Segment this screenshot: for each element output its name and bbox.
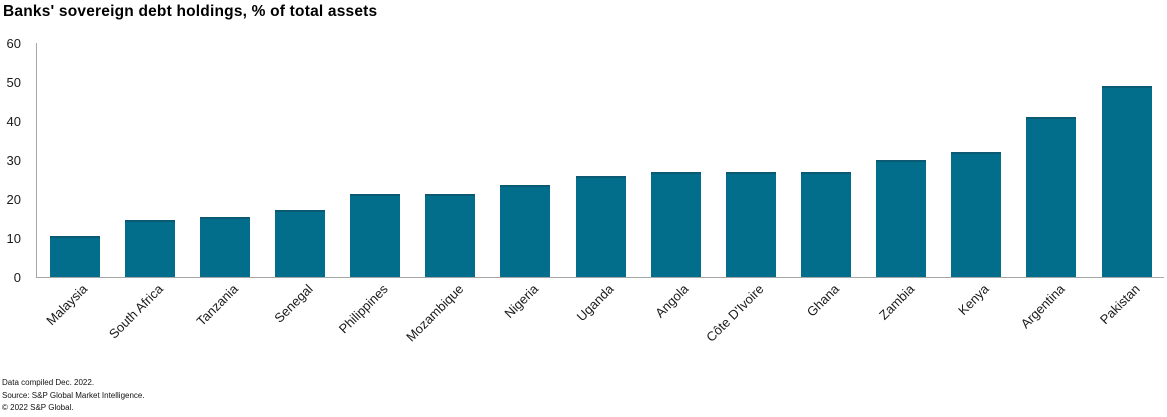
bar-group: Angola <box>638 43 713 321</box>
x-axis-category-label: Senegal <box>271 281 316 326</box>
y-tick-label: 60 <box>6 35 21 51</box>
bar-group: Malaysia <box>37 43 112 328</box>
y-axis-labels: 0 10 20 30 40 50 60 <box>0 37 21 284</box>
bar-group: Kenya <box>939 43 1014 318</box>
y-tick-label: 0 <box>13 269 21 285</box>
x-axis-category-label: South Africa <box>105 281 166 342</box>
x-axis-category-label: Zambia <box>875 281 918 323</box>
y-tick-label: 40 <box>6 113 21 129</box>
bar <box>274 209 325 277</box>
bar-group: South Africa <box>105 43 187 341</box>
bar <box>1101 85 1152 277</box>
x-axis-category-label: Philippines <box>335 281 392 337</box>
x-axis-category-label: Argentina <box>1017 281 1068 332</box>
bar-group: Zambia <box>864 43 939 323</box>
footer-line-copyright: © 2022 S&P Global. <box>2 403 74 412</box>
x-axis-category-label: Malaysia <box>43 281 91 329</box>
y-tick-label: 20 <box>6 191 21 207</box>
footer-line-source: Source: S&P Global Market Intelligence. <box>2 390 145 400</box>
bar-group: Senegal <box>262 43 337 326</box>
x-axis-category-label: Nigeria <box>501 281 542 322</box>
y-tick-label: 10 <box>6 230 21 246</box>
bar <box>650 171 701 277</box>
x-axis-category-label: Côte D'Ivoire <box>703 281 767 345</box>
x-axis-category-label: Kenya <box>955 281 993 318</box>
bar <box>350 193 401 277</box>
y-tick-label: 50 <box>6 74 21 90</box>
bar <box>124 219 175 277</box>
x-axis-category-label: Angola <box>652 281 692 321</box>
plot-area: Malaysia South Africa Tanzania Senegal Phili… <box>36 43 1164 345</box>
y-tick-label: 30 <box>6 152 21 168</box>
bar-group: Argentina <box>1014 43 1089 331</box>
bar-group: Mozambique <box>403 43 488 345</box>
bar-group: Pakistan <box>1089 43 1164 327</box>
bar <box>500 184 551 277</box>
bar-group: Philippines <box>336 43 413 336</box>
x-axis-category-label: Uganda <box>573 281 617 325</box>
x-axis-category-label: Pakistan <box>1096 281 1143 328</box>
x-axis-category-label: Tanzania <box>193 281 241 329</box>
bar <box>800 171 851 277</box>
bar <box>199 216 250 277</box>
bar-group: Tanzania <box>187 43 262 329</box>
bar <box>876 160 927 277</box>
bar-group: Côte D'Ivoire <box>703 43 788 345</box>
bar-group: Nigeria <box>488 43 563 321</box>
bar <box>575 175 626 277</box>
footer-line-compiled: Data compiled Dec. 2022. <box>2 378 95 387</box>
bar <box>951 152 1002 277</box>
bar <box>49 236 100 277</box>
x-axis-category-label: Mozambique <box>402 281 467 345</box>
bar <box>725 171 776 277</box>
bar-group: Uganda <box>563 43 638 324</box>
bar-group: Ghana <box>788 43 863 320</box>
bar <box>1026 117 1077 277</box>
x-axis-category-label: Ghana <box>803 281 842 320</box>
chart-title: Banks' sovereign debt holdings, % of tot… <box>3 3 378 20</box>
bar-series: Malaysia South Africa Tanzania Senegal Phili… <box>37 43 1164 345</box>
bar <box>425 193 476 277</box>
source-note: Data compiled Dec. 2022. Source: S&P Glo… <box>2 377 145 415</box>
